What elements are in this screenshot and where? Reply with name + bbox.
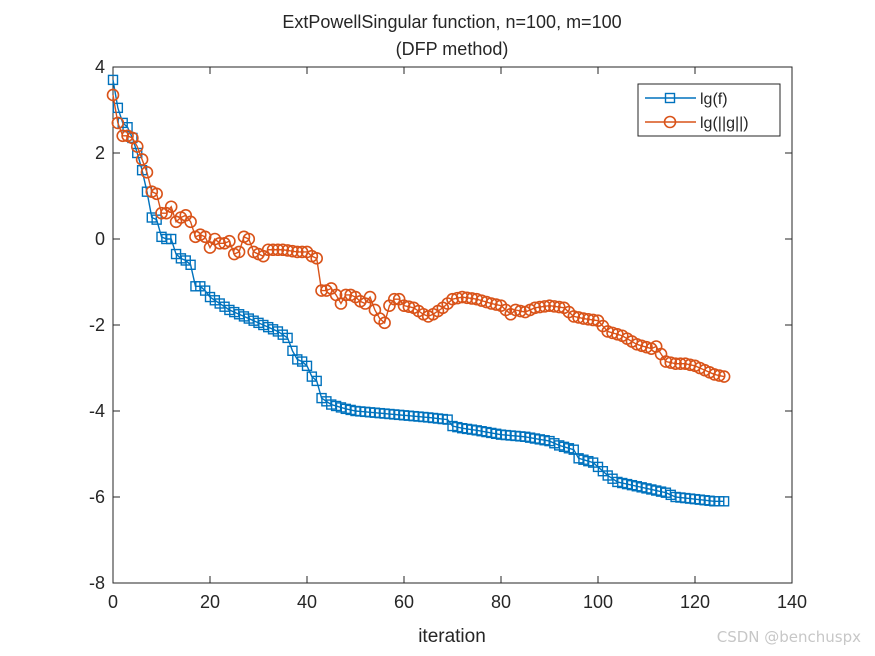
data-point — [276, 243, 290, 257]
data-point — [111, 116, 125, 130]
data-point — [140, 166, 154, 179]
y-tick-label: 2 — [95, 143, 105, 163]
data-point — [155, 206, 168, 220]
data-point — [664, 356, 678, 369]
data-point — [533, 300, 547, 314]
data-point — [282, 332, 293, 344]
data-point — [261, 243, 275, 257]
legend: lg(f) lg(||g||) — [637, 83, 781, 137]
data-point — [543, 299, 556, 312]
data-point — [281, 244, 294, 257]
data-point — [310, 252, 324, 265]
y-tick-label: -8 — [89, 573, 105, 593]
y-tick-label: -2 — [89, 315, 105, 335]
legend-label: lg(||g||) — [700, 115, 749, 132]
legend-label: lg(f) — [700, 91, 728, 108]
x-tick-label: 120 — [680, 592, 710, 612]
data-point — [528, 301, 542, 315]
data-point — [184, 215, 197, 229]
data-point — [271, 243, 285, 257]
data-point — [718, 496, 730, 507]
series-lg-f — [107, 74, 730, 507]
axes: 0 20 40 60 80 100 120 140 -8 -6 -4 -2 0 2 4 — [89, 57, 807, 612]
data-point — [242, 232, 256, 246]
data-point — [130, 140, 144, 153]
data-point — [301, 360, 313, 372]
data-point — [581, 312, 595, 326]
data-point — [669, 357, 682, 371]
x-tick-label: 0 — [108, 592, 118, 612]
data-point — [640, 340, 653, 354]
y-tick-label: -6 — [89, 487, 105, 507]
data-point — [717, 370, 731, 383]
series-lg-g — [106, 88, 731, 383]
data-point — [548, 300, 561, 313]
data-point — [489, 298, 503, 311]
x-tick-label: 140 — [777, 592, 807, 612]
data-point — [135, 153, 149, 166]
chart-subtitle: (DFP method) — [396, 39, 509, 59]
x-tick-label: 40 — [297, 592, 317, 612]
x-tick-label: 80 — [491, 592, 511, 612]
watermark: CSDN @benchuspx — [716, 628, 861, 646]
data-point — [577, 312, 590, 325]
data-point — [712, 369, 726, 382]
data-point — [460, 291, 474, 305]
legend-box — [637, 83, 781, 137]
data-point — [451, 291, 464, 305]
data-point — [223, 234, 236, 248]
chart-title: ExtPowellSingular function, n=100, m=100 — [282, 12, 621, 32]
data-point — [266, 243, 280, 257]
y-tick-label: 0 — [95, 229, 105, 249]
data-point — [185, 259, 196, 270]
data-point — [514, 304, 527, 318]
data-point — [106, 88, 120, 102]
data-point — [107, 74, 119, 86]
data-point — [290, 245, 304, 259]
data-point — [538, 300, 551, 313]
data-point — [112, 102, 124, 114]
data-point — [572, 311, 585, 324]
legend-marker — [663, 115, 677, 129]
x-axis-label: iteration — [418, 626, 486, 647]
data-point — [164, 200, 178, 214]
x-tick-label: 20 — [200, 592, 220, 612]
data-point — [232, 245, 246, 259]
x-tick-label: 60 — [394, 592, 414, 612]
series-line — [112, 94, 725, 378]
data-point — [674, 357, 687, 371]
data-point — [165, 233, 177, 245]
data-point — [286, 244, 299, 258]
y-tick-label: 4 — [95, 57, 105, 77]
data-point — [387, 292, 401, 306]
plot-box — [112, 66, 793, 584]
data-point — [455, 290, 469, 304]
data-point — [586, 313, 600, 327]
data-point — [311, 375, 322, 387]
x-tick-label: 100 — [583, 592, 613, 612]
data-point — [150, 187, 163, 201]
data-point — [552, 300, 566, 314]
legend-marker — [664, 92, 676, 104]
data-point — [122, 121, 133, 133]
data-point — [378, 316, 391, 330]
series-layer — [106, 74, 731, 507]
data-point — [363, 290, 377, 304]
y-tick-label: -4 — [89, 401, 105, 421]
